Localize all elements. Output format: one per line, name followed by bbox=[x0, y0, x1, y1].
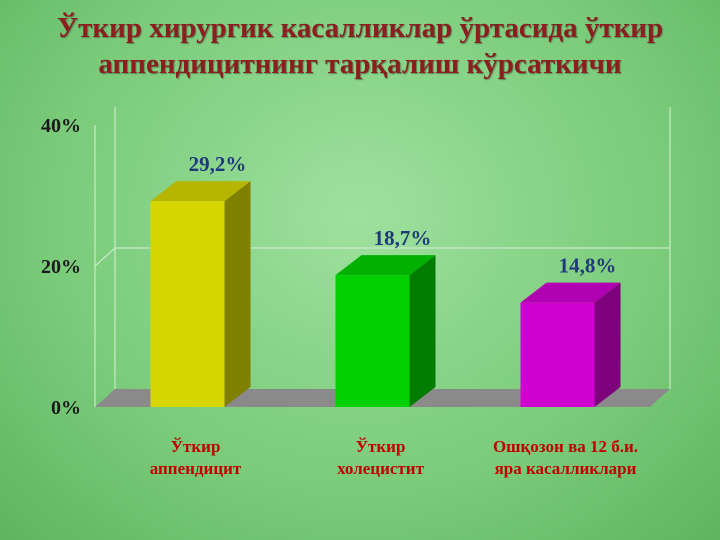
grid-line bbox=[94, 247, 116, 267]
x-tick-label: Ошқозон ва 12 б.и. яра касалликлари bbox=[492, 437, 639, 478]
x-tick-label: Ўткир аппендицит bbox=[149, 437, 242, 478]
chart-title: Ўткир хирургик касалликлар ўртасида ўтки… bbox=[56, 12, 664, 80]
y-tick-label: 0% bbox=[51, 397, 81, 419]
y-tick-label: 20% bbox=[41, 256, 81, 278]
bar bbox=[335, 275, 410, 407]
bar-top bbox=[150, 181, 251, 202]
bar-side bbox=[409, 255, 436, 407]
y-tick-label: 40% bbox=[41, 115, 81, 137]
bar-side bbox=[224, 181, 251, 407]
x-tick-label: Ўткир холецистит bbox=[337, 437, 424, 478]
value-label: 14,8% bbox=[559, 254, 617, 278]
bar-side bbox=[594, 282, 621, 407]
value-label: 29,2% bbox=[189, 152, 247, 176]
bar-top bbox=[520, 282, 621, 303]
value-label: 18,7% bbox=[374, 226, 432, 250]
bar bbox=[520, 302, 595, 407]
bar-top bbox=[335, 255, 436, 276]
bar bbox=[150, 201, 225, 407]
